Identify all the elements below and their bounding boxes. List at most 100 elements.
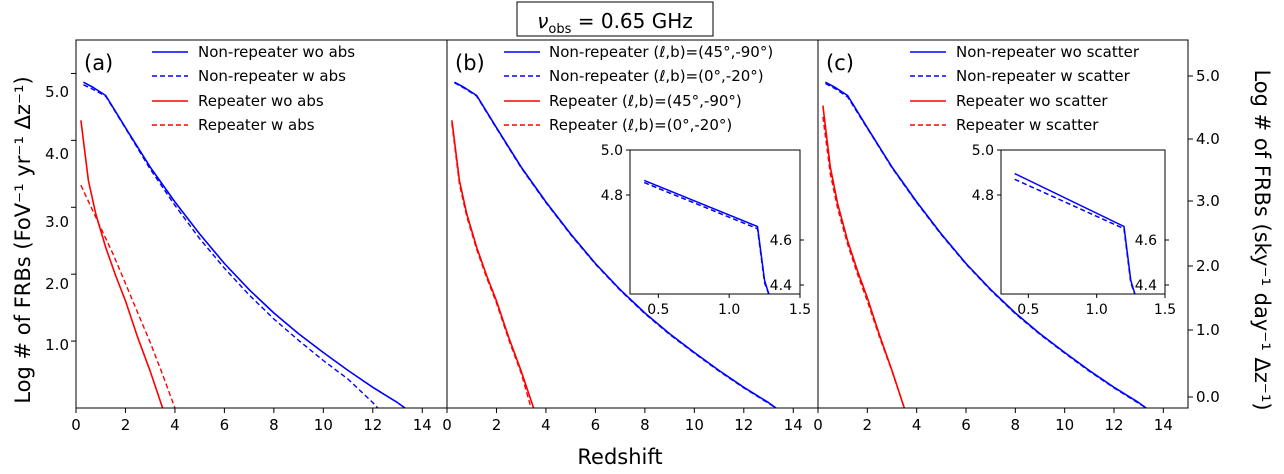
right-tick-label: 1.0 xyxy=(1196,321,1220,339)
x-tick-label: 4 xyxy=(912,416,922,434)
inset-y-tick-label-right: 4.6 xyxy=(770,233,792,249)
panel-b-letter: (b) xyxy=(455,51,485,75)
inset-c-ticks: 0.5 1.0 1.5 4.8 5.0 4.4 4.6 xyxy=(972,143,1176,318)
x-tick-label: 0 xyxy=(442,416,452,434)
panel-a-curves xyxy=(80,81,406,409)
legend-label: Non-repeater wo scatter xyxy=(956,43,1140,61)
x-tick-label: 10 xyxy=(1055,416,1074,434)
x-tick-label: 14 xyxy=(413,416,432,434)
legend-label: Repeater wo scatter xyxy=(956,92,1108,110)
panel-b-curves xyxy=(451,81,777,409)
x-tick-label: 8 xyxy=(1011,416,1021,434)
panel-b-inset: 0.5 1.0 1.5 4.8 5.0 4.4 4.6 xyxy=(601,143,811,318)
legend-label: Repeater (ℓ,b)=(45°,-90°) xyxy=(549,92,742,110)
inset-b-ticks: 0.5 1.0 1.5 4.8 5.0 4.4 4.6 xyxy=(601,143,811,318)
figure-title-box xyxy=(516,1,714,37)
series-line-2 xyxy=(454,82,777,409)
left-tick-label: 3.0 xyxy=(45,213,69,231)
right-tick-label: 5.0 xyxy=(1196,67,1220,85)
inset-y-tick-label: 4.8 xyxy=(972,188,994,204)
x-tick-label: 12 xyxy=(734,416,753,434)
x-tick-label: 6 xyxy=(961,416,971,434)
panel-c-xticks: 0 2 4 6 8 10 12 14 xyxy=(813,408,1173,434)
panel-c: 0 2 4 6 8 10 12 14 (c) Non-repeater wo scatter … xyxy=(813,39,1189,434)
panel-c-frame xyxy=(817,39,1189,409)
inset-x-tick-label: 0.5 xyxy=(1017,302,1039,318)
legend-label: Non-repeater w scatter xyxy=(956,67,1131,85)
inset-y-tick-label-right: 4.4 xyxy=(770,278,792,294)
inset-x-tick-label: 1.5 xyxy=(1154,302,1176,318)
x-tick-label: 14 xyxy=(1154,416,1173,434)
legend-label: Repeater w scatter xyxy=(956,116,1099,134)
left-tick-label: 2.0 xyxy=(45,275,69,293)
series-line-3 xyxy=(80,120,164,409)
inset-c-frame xyxy=(1000,149,1166,295)
x-tick-label: 4 xyxy=(170,416,180,434)
x-tick-label: 6 xyxy=(591,416,601,434)
x-tick-label: 14 xyxy=(784,416,803,434)
legend-label: Non-repeater (ℓ,b)=(0°,-20°) xyxy=(549,67,764,85)
series-line-3 xyxy=(451,120,535,409)
series-line-2 xyxy=(83,84,379,409)
series-line-3 xyxy=(822,105,906,409)
title-symbol: ν xyxy=(537,9,548,33)
left-axis-labels: 1.0 2.0 3.0 4.0 5.0 xyxy=(45,83,69,354)
x-tick-label: 0 xyxy=(813,416,823,434)
title-rest: = 0.65 GHz xyxy=(571,9,692,33)
series-line-4 xyxy=(80,184,176,409)
inset-x-tick-label: 1.0 xyxy=(718,302,740,318)
inset-y-tick-label: 5.0 xyxy=(601,143,623,159)
inset-c-background xyxy=(1001,150,1165,294)
right-tick-label: 4.0 xyxy=(1196,130,1220,148)
panel-b: 0 2 4 6 8 10 12 14 (b) Non-repeater (ℓ,b)=(45°,… xyxy=(442,39,819,434)
right-axis: 0.0 1.0 2.0 3.0 4.0 5.0 xyxy=(1188,67,1220,406)
inset-series-line-2 xyxy=(1014,178,1136,295)
inset-x-tick-label: 1.5 xyxy=(789,302,811,318)
panel-a: 0 2 4 6 8 10 12 14 (a) Non-repeater wo abs Non-… xyxy=(71,39,448,434)
inset-b-frame xyxy=(629,149,801,295)
series-line-2 xyxy=(825,82,1147,409)
left-tick-label: 1.0 xyxy=(45,336,69,354)
legend-label: Repeater wo abs xyxy=(198,92,324,110)
x-tick-label: 2 xyxy=(121,416,131,434)
left-tick-label: 5.0 xyxy=(45,83,69,101)
right-tick-label: 0.0 xyxy=(1196,388,1220,406)
panel-c-legend: Non-repeater wo scatter Non-repeater w s… xyxy=(910,43,1140,134)
panel-c-inset: 0.5 1.0 1.5 4.8 5.0 4.4 4.6 xyxy=(972,143,1176,318)
x-tick-label: 12 xyxy=(1104,416,1123,434)
figure-title: νobs = 0.65 GHz xyxy=(516,1,714,37)
right-tick-label: 3.0 xyxy=(1196,192,1220,210)
x-tick-label: 8 xyxy=(269,416,279,434)
inset-x-tick-label: 0.5 xyxy=(647,302,669,318)
y-axis-title-left: Log # of FRBs (FoV⁻¹ yr⁻¹ Δz⁻¹) xyxy=(11,76,35,403)
inset-b-background xyxy=(630,150,800,294)
panel-a-xticks: 0 2 4 6 8 10 12 14 xyxy=(71,408,432,434)
x-tick-label: 2 xyxy=(492,416,502,434)
series-line-4 xyxy=(451,123,532,409)
legend-label: Non-repeater wo abs xyxy=(198,43,355,61)
inset-b-curves xyxy=(643,179,770,295)
legend-label: Repeater w abs xyxy=(198,116,315,134)
title-subscript: obs xyxy=(548,22,571,37)
left-tick-label: 4.0 xyxy=(45,145,69,163)
panel-a-letter: (a) xyxy=(84,51,113,75)
right-tick-label: 2.0 xyxy=(1196,257,1220,275)
panel-a-yticks xyxy=(71,72,76,342)
x-tick-label: 6 xyxy=(220,416,230,434)
panel-c-curves xyxy=(822,81,1147,409)
figure-title-text: νobs = 0.65 GHz xyxy=(537,9,693,37)
legend-label: Non-repeater w abs xyxy=(198,67,346,85)
panel-a-legend: Non-repeater wo abs Non-repeater w abs R… xyxy=(152,43,355,134)
inset-x-tick-label: 1.0 xyxy=(1086,302,1108,318)
x-tick-label: 10 xyxy=(685,416,704,434)
inset-y-tick-label-right: 4.6 xyxy=(1135,233,1157,249)
inset-c-curves xyxy=(1014,172,1136,295)
panel-c-letter: (c) xyxy=(826,51,854,75)
panel-b-legend: Non-repeater (ℓ,b)=(45°,-90°) Non-repeat… xyxy=(504,43,773,134)
x-tick-label: 4 xyxy=(541,416,551,434)
panel-b-xticks: 0 2 4 6 8 10 12 14 xyxy=(442,408,803,434)
inset-y-tick-label: 5.0 xyxy=(972,143,994,159)
x-tick-label: 12 xyxy=(363,416,382,434)
x-axis-title: Redshift xyxy=(577,445,662,469)
